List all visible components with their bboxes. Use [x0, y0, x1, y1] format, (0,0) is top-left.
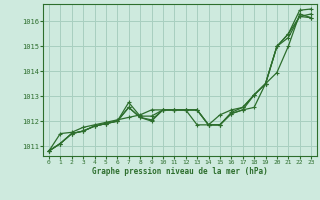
X-axis label: Graphe pression niveau de la mer (hPa): Graphe pression niveau de la mer (hPa) — [92, 167, 268, 176]
